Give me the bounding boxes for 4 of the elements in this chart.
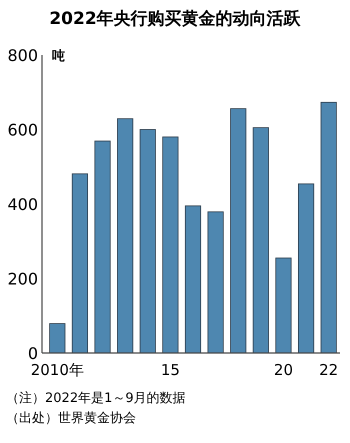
annotation: （出处）世界黄金协会 (6, 411, 136, 426)
ylabel: 吨 (52, 49, 65, 64)
title: 2022年央行购买黄金的动向活跃 (49, 9, 301, 29)
annotation: （注）2022年是1～9月的数据 (6, 391, 186, 406)
